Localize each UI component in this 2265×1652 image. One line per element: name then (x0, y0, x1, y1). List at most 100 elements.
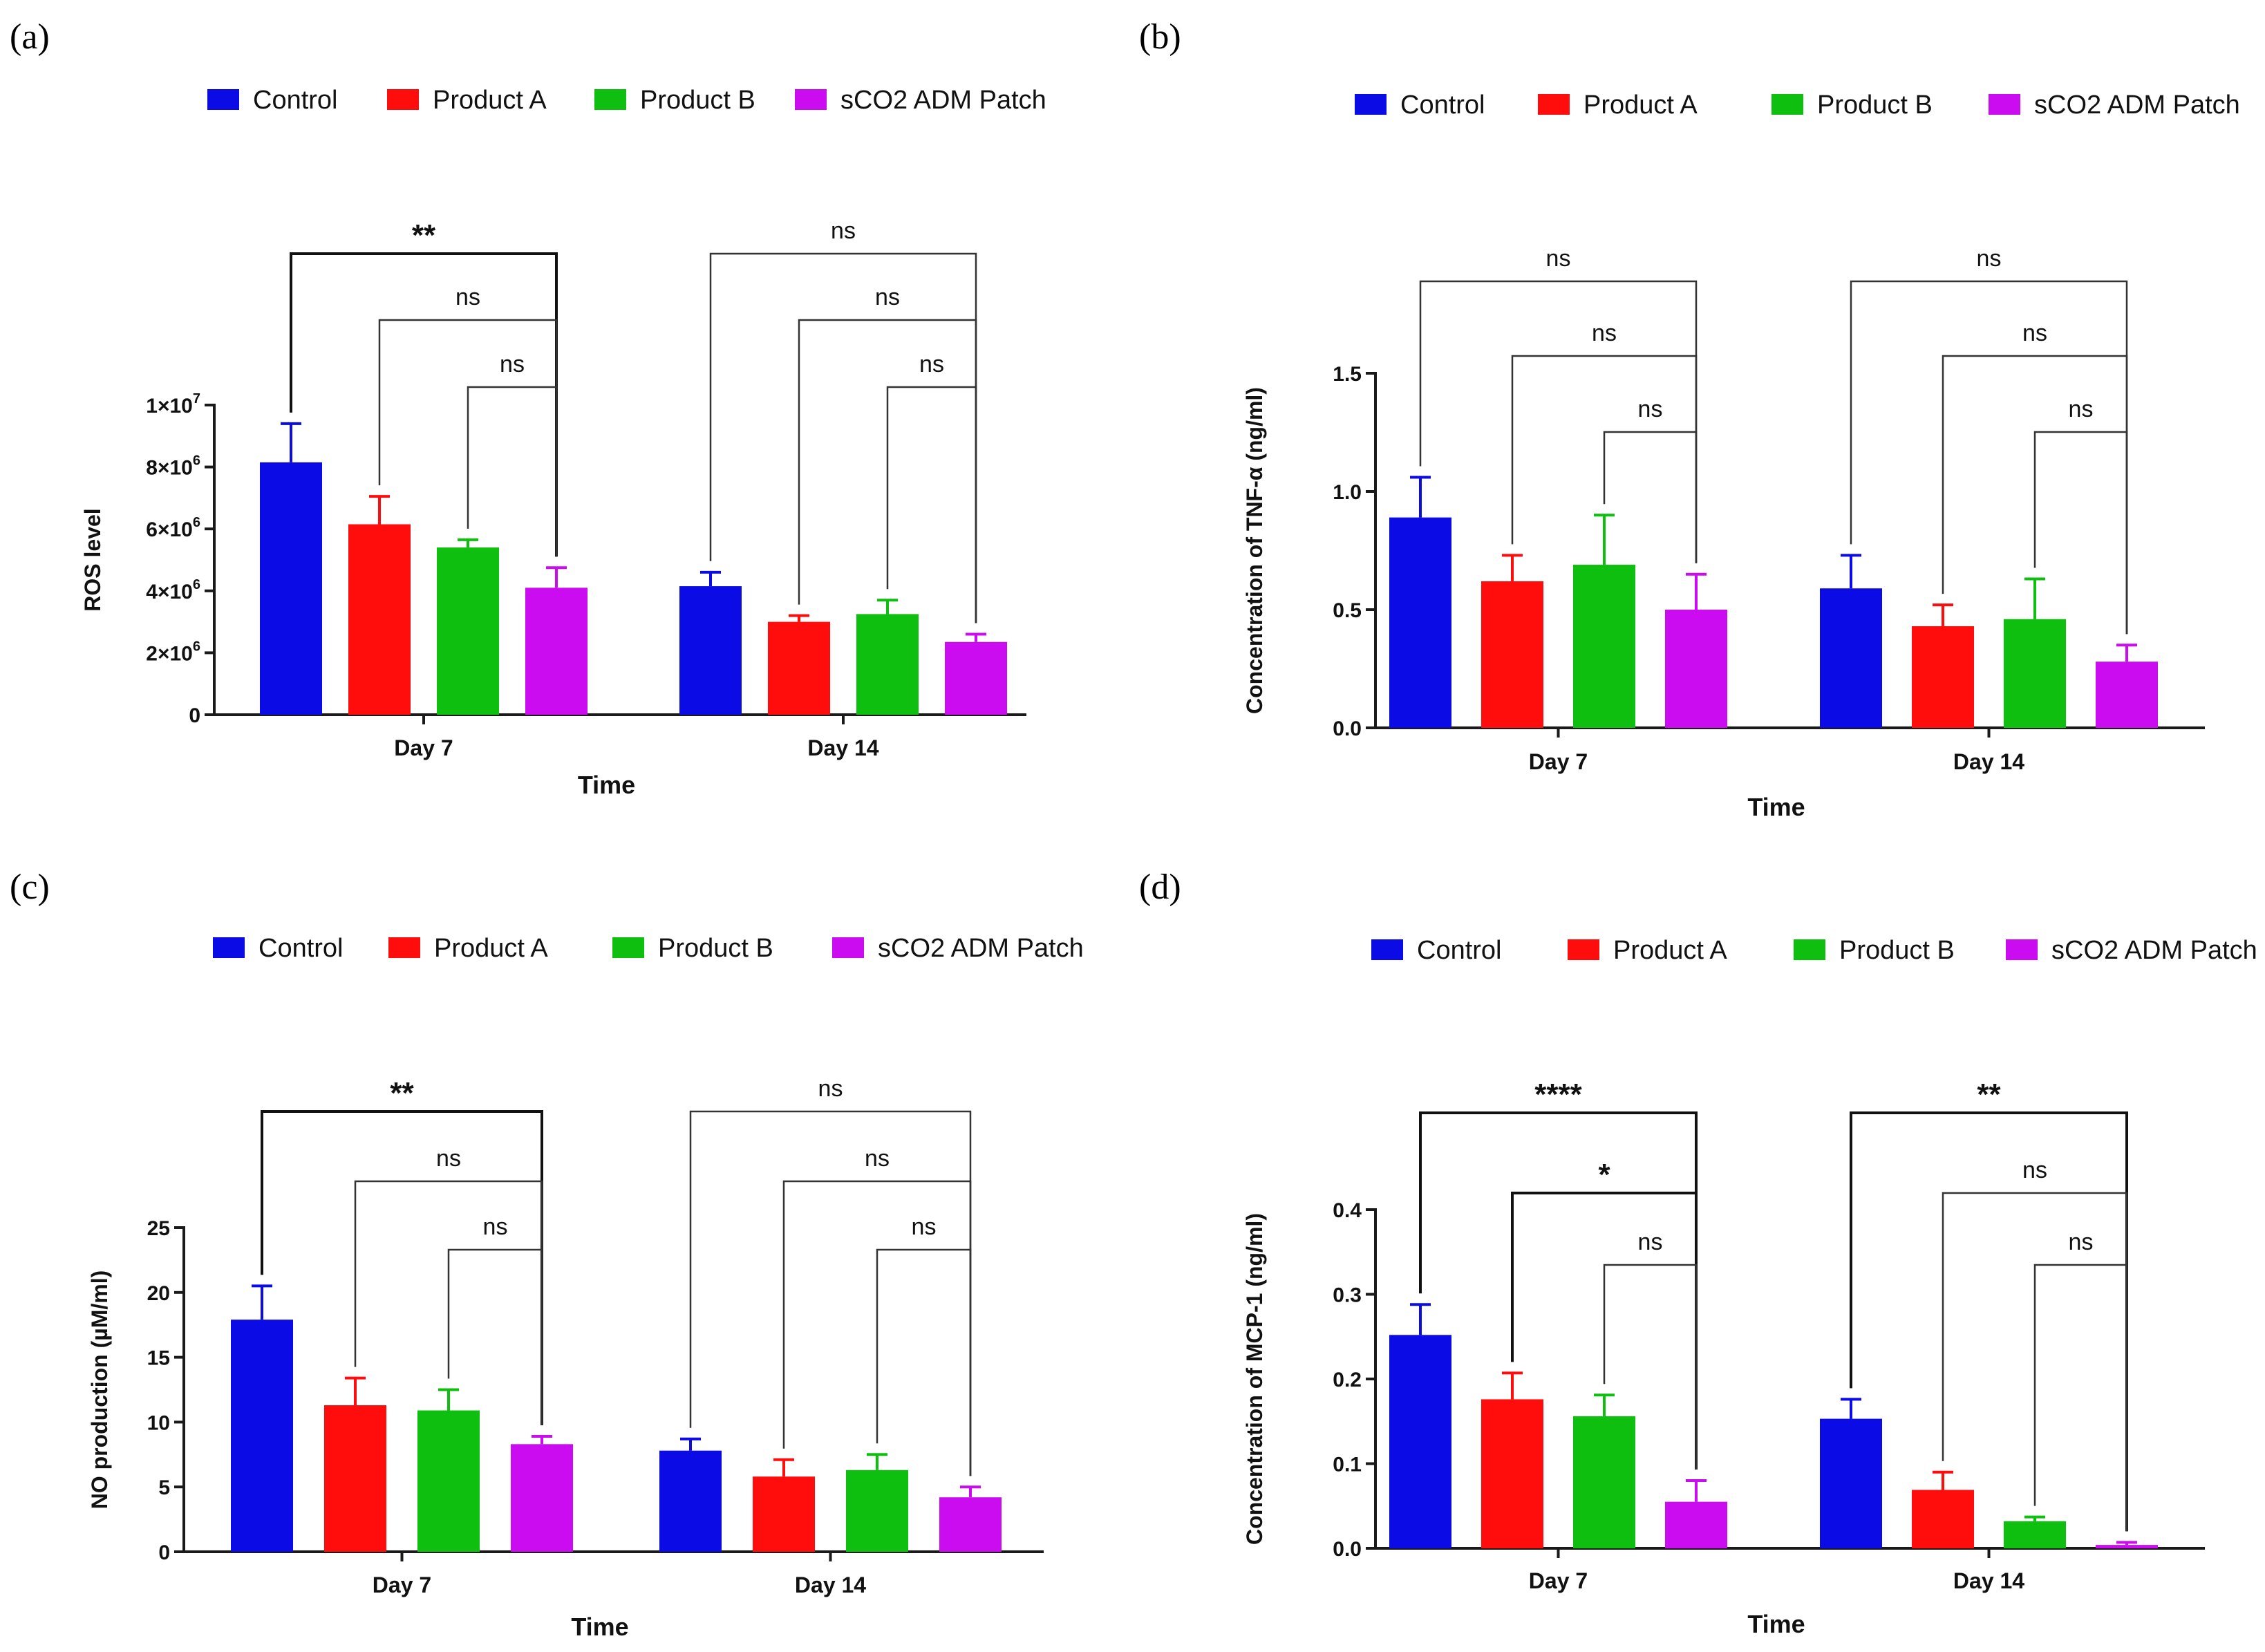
bar-control (1389, 1335, 1451, 1548)
legend-label: Product A (1613, 936, 1727, 965)
bar-control (1820, 1418, 1882, 1548)
y-tick-label: 1.5 (1333, 363, 1362, 386)
chart-panel-2: (b) Control Product A Product B sCO2 ADM Pat… (1139, 17, 2240, 821)
significance-label: ns (1638, 1229, 1663, 1255)
legend-swatch (1355, 94, 1387, 115)
significance-label: ns (1638, 396, 1663, 422)
y-tick-label: 6×106 (146, 515, 200, 541)
y-tick-label-exponent: 6 (193, 577, 200, 592)
bar-product-a (324, 1405, 386, 1552)
significance-label: ns (2022, 1157, 2047, 1183)
significance-label: ns (2022, 320, 2047, 346)
y-tick-label-base: 0 (158, 1541, 170, 1564)
legend-swatch (213, 937, 245, 958)
significance-label: ns (436, 1145, 461, 1172)
significance-label: ns (865, 1145, 890, 1172)
y-tick-label-base: 1.5 (1333, 363, 1362, 386)
significance-label: ns (483, 1214, 508, 1240)
x-tick-label: Day 7 (1529, 1568, 1588, 1593)
significance-label: **** (1534, 1078, 1582, 1111)
legend-swatch (1538, 94, 1570, 115)
legend-swatch (1989, 94, 2020, 115)
y-axis-label: ROS level (80, 508, 105, 611)
bar-product-b (846, 1470, 908, 1552)
y-tick-label-base: 0.1 (1333, 1454, 1362, 1476)
bar-sco2-adm-patch (511, 1444, 573, 1552)
y-axis-label: NO production (µM/ml) (87, 1270, 112, 1510)
significance-bracket (447, 1248, 543, 1426)
bar-product-b (856, 614, 919, 715)
y-tick-label: 2×106 (146, 639, 200, 665)
bar-control (659, 1450, 722, 1552)
legend-swatch (795, 89, 827, 110)
y-tick-label-exponent: 6 (193, 453, 200, 469)
x-axis-label: Time (571, 1613, 628, 1641)
y-tick-label-base: 6×10 (146, 518, 193, 541)
y-axis-label: Concentration of TNF-α (ng/ml) (1242, 387, 1267, 714)
chart-panel-3: (c) Control Product A Product B sCO2 ADM Pat… (10, 867, 1084, 1641)
panel-label: (a) (10, 17, 50, 57)
legend-label: Product B (1817, 91, 1933, 120)
legend-label: Product A (1583, 91, 1698, 120)
y-tick-label: 25 (147, 1217, 170, 1240)
x-tick-label: Day 7 (373, 1573, 431, 1597)
y-tick-label-base: 0.5 (1333, 599, 1362, 622)
legend-label: Control (1400, 91, 1485, 120)
y-tick-label: 0.3 (1333, 1284, 1362, 1307)
significance-bracket (261, 1110, 543, 1426)
y-tick-label-base: 20 (147, 1282, 170, 1305)
legend-swatch (2006, 939, 2038, 960)
bar-control (679, 586, 742, 715)
y-tick-label: 0 (189, 704, 200, 727)
y-tick-label: 1×107 (146, 391, 200, 417)
y-tick-label-base: 25 (147, 1217, 170, 1240)
legend-label: Control (1417, 936, 1502, 965)
legend-label: Product B (658, 934, 773, 963)
significance-label: ns (912, 1214, 937, 1240)
significance-bracket (1850, 280, 2128, 635)
legend-swatch (832, 937, 864, 958)
y-tick-label-base: 1×10 (146, 395, 193, 417)
legend-swatch (1771, 94, 1803, 115)
chart-panel-4: (d) Control Product A Product B sCO2 ADM Pat… (1139, 867, 2257, 1638)
bar-product-a (768, 621, 830, 715)
x-axis-label: Time (1747, 793, 1805, 821)
significance-label: ns (2069, 396, 2094, 422)
legend-swatch (1371, 939, 1403, 960)
y-tick-label-base: 0.3 (1333, 1284, 1362, 1307)
legend-label: sCO2 ADM Patch (2034, 91, 2240, 120)
y-tick-label-base: 8×10 (146, 457, 193, 480)
bar-control (260, 462, 322, 715)
y-tick-label: 20 (147, 1282, 170, 1305)
y-tick-label: 0.0 (1333, 1538, 1362, 1561)
panel-label: (c) (10, 867, 50, 907)
x-tick-label: Day 7 (1529, 749, 1588, 774)
y-axis-label: Concentration of MCP-1 (ng/ml) (1242, 1213, 1267, 1545)
significance-bracket (689, 1110, 972, 1476)
x-tick-label: Day 14 (807, 735, 878, 760)
significance-label: ns (1546, 245, 1571, 272)
significance-bracket (1603, 1264, 1698, 1470)
significance-bracket (1419, 1111, 1698, 1470)
y-tick-label: 1.0 (1333, 481, 1362, 504)
y-tick-label: 10 (147, 1411, 170, 1434)
bar-sco2-adm-patch (2096, 1545, 2158, 1548)
y-tick-label: 0.1 (1333, 1454, 1362, 1476)
legend-label: sCO2 ADM Patch (878, 934, 1084, 963)
y-tick-label-base: 0.0 (1333, 1538, 1362, 1561)
bar-sco2-adm-patch (2096, 661, 2158, 728)
legend-label: Product A (433, 86, 547, 115)
x-tick-label: Day 14 (795, 1573, 866, 1597)
x-tick-label: Day 7 (394, 735, 453, 760)
significance-label: ns (1592, 320, 1617, 346)
y-tick-label-exponent: 6 (193, 515, 200, 530)
y-tick-label: 0.5 (1333, 599, 1362, 622)
y-tick-label-base: 4×10 (146, 581, 193, 603)
legend-swatch (594, 89, 626, 110)
bar-sco2-adm-patch (1665, 610, 1727, 728)
significance-bracket (886, 386, 977, 623)
y-tick-label: 5 (158, 1476, 170, 1499)
y-tick-label-exponent: 6 (193, 639, 200, 654)
legend-label: sCO2 ADM Patch (840, 86, 1046, 115)
y-tick-label-base: 0 (189, 704, 200, 727)
